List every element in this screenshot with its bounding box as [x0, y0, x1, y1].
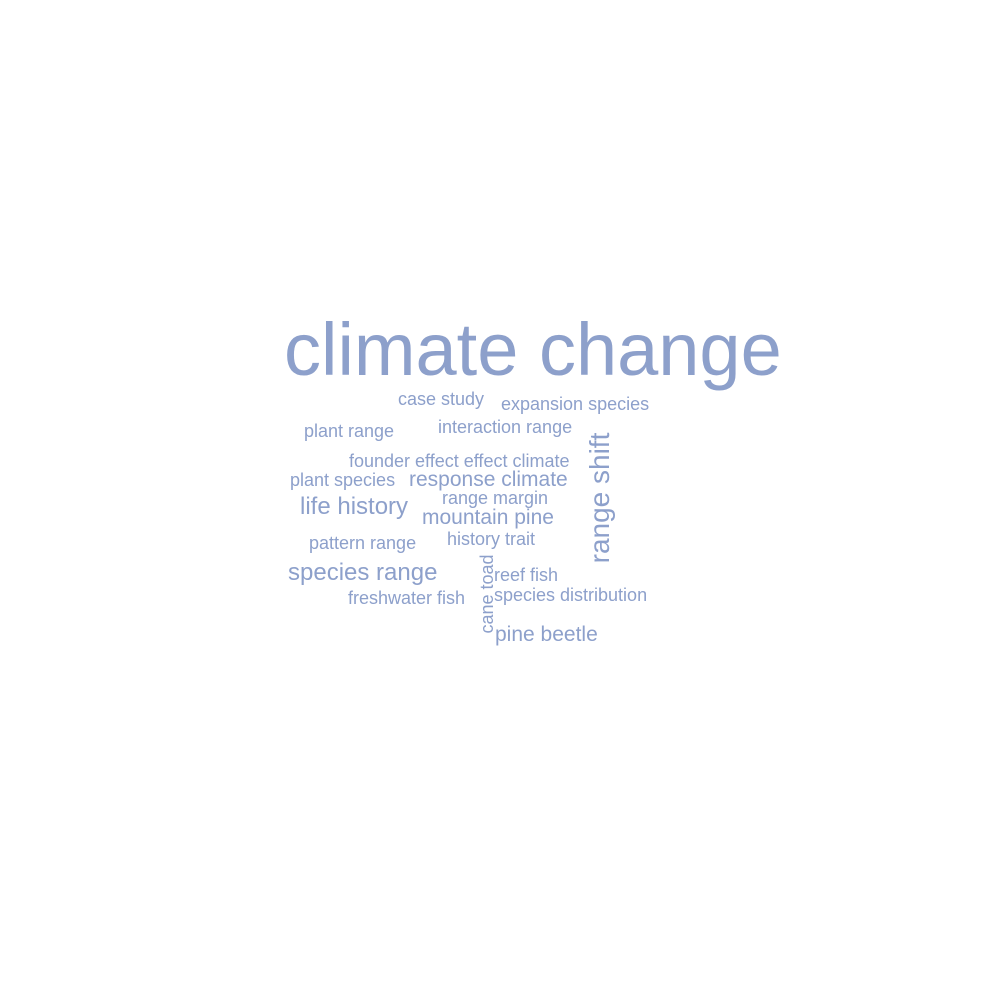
word-interaction-range: interaction range [438, 417, 573, 437]
word-mountain-pine: mountain pine [422, 506, 554, 529]
word-range-shift: range shift [584, 432, 615, 564]
word-species-range: species range [288, 559, 438, 586]
word-response-climate: response climate [409, 468, 568, 491]
word-case-study: case study [398, 389, 485, 409]
word-plant-species: plant species [290, 470, 396, 490]
word-pattern-range: pattern range [309, 533, 417, 553]
word-founder-effect-effect-climate: founder effect effect climate [349, 451, 570, 471]
word-expansion-species: expansion species [501, 394, 650, 414]
word-freshwater-fish: freshwater fish [348, 588, 466, 608]
word-pine-beetle: pine beetle [495, 623, 598, 646]
word-species-distribution: species distribution [494, 585, 648, 605]
word-range-margin: range margin [442, 488, 549, 508]
word-plant-range: plant range [304, 421, 395, 441]
word-life-history: life history [300, 493, 409, 520]
word-history-trait: history trait [447, 529, 536, 549]
word-climate-change: climate change [284, 308, 782, 391]
word-reef-fish: reef fish [494, 565, 559, 585]
